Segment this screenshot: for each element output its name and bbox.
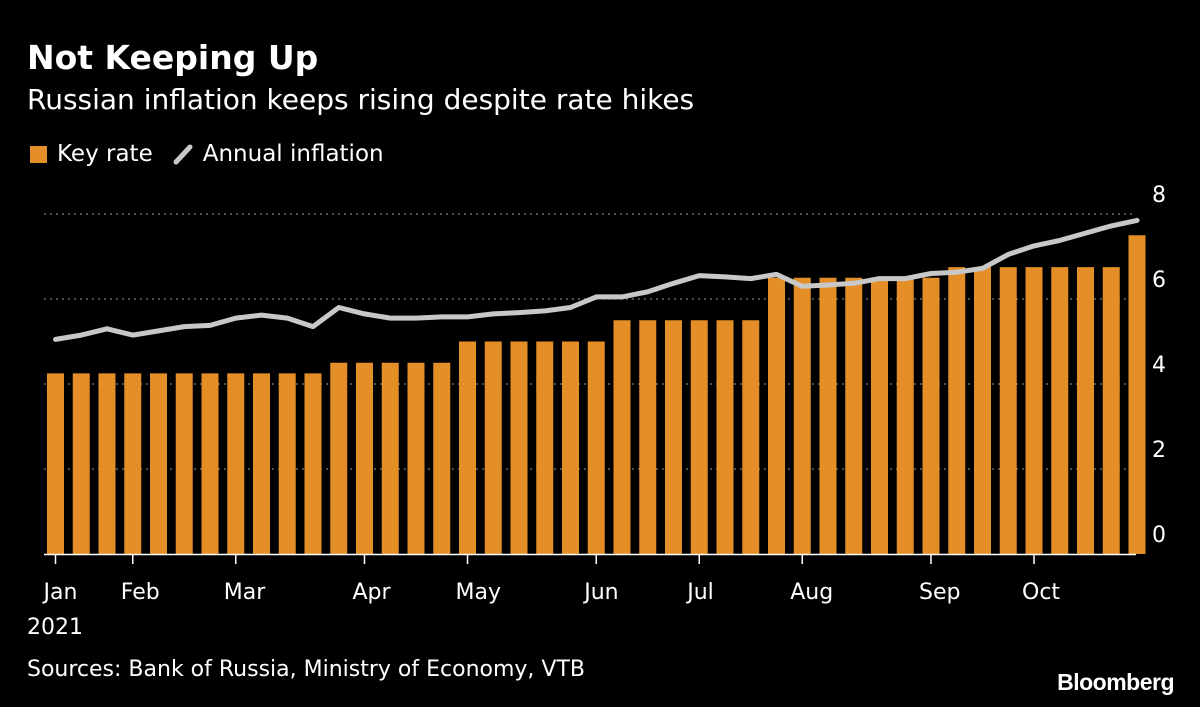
bar-key-rate: [639, 320, 657, 554]
bar-key-rate: [562, 341, 579, 554]
x-tick-label: Sep: [919, 580, 960, 605]
y-tick-label: 8: [1152, 183, 1166, 208]
bar-key-rate: [227, 373, 245, 554]
bar-key-rate: [587, 341, 605, 554]
bar-key-rate: [948, 267, 966, 554]
bar-key-rate: [278, 373, 296, 554]
bar-key-rate: [845, 277, 863, 554]
bar-key-rate: [304, 373, 322, 554]
x-tick-label: Jun: [582, 580, 618, 605]
x-tick-label: Mar: [224, 580, 266, 605]
bar-key-rate: [665, 320, 682, 554]
bar-key-rate: [871, 277, 888, 554]
bar-key-rate: [253, 373, 270, 554]
bloomberg-logo: Bloomberg: [1057, 669, 1174, 695]
x-tick-label: Aug: [790, 580, 833, 605]
line-annual-inflation: [53, 217, 1140, 342]
bar-key-rate: [716, 320, 734, 554]
bar-key-rate: [1025, 267, 1043, 554]
y-tick-label: 0: [1152, 523, 1166, 548]
bar-key-rate: [896, 277, 914, 554]
bar-key-rate: [407, 362, 425, 554]
y-tick-label: 4: [1152, 353, 1166, 378]
bar-key-rate: [201, 373, 219, 554]
source-note: Sources: Bank of Russia, Ministry of Eco…: [27, 657, 585, 682]
y-tick-label: 6: [1152, 268, 1166, 293]
bar-key-rate: [381, 362, 399, 554]
legend-label-inflation: Annual inflation: [202, 141, 384, 167]
x-tick-label: Feb: [121, 580, 160, 605]
bar-key-rate: [690, 320, 708, 554]
x-tick-label: Apr: [353, 580, 392, 605]
chart-subtitle: Russian inflation keeps rising despite r…: [27, 83, 695, 116]
x-tick-label: Oct: [1022, 580, 1060, 605]
bar-key-rate: [124, 373, 142, 554]
bar-key-rate: [793, 277, 811, 554]
x-year-label: 2021: [27, 615, 83, 640]
bar-key-rate: [536, 341, 554, 554]
x-tick-label: May: [456, 580, 501, 605]
bar-key-rate: [1128, 235, 1146, 554]
y-tick-label: 2: [1152, 438, 1166, 463]
legend-label-key-rate: Key rate: [57, 141, 153, 167]
bar-key-rate: [1077, 267, 1094, 554]
bar-key-rate: [742, 320, 760, 554]
x-tick-label: Jan: [42, 580, 78, 605]
bar-key-rate: [484, 341, 502, 554]
bar-key-rate: [819, 277, 837, 554]
bar-key-rate: [1051, 267, 1069, 554]
bar-key-rate: [98, 373, 116, 554]
bar-key-rate: [613, 320, 631, 554]
legend-swatch-key-rate: [30, 145, 47, 163]
bar-key-rate: [356, 362, 373, 554]
bar-key-rate: [150, 373, 167, 554]
bar-key-rate: [330, 362, 348, 554]
bar-key-rate: [768, 277, 785, 554]
legend-swatch-inflation: [173, 144, 193, 165]
bar-key-rate: [47, 373, 64, 554]
legend: Key rate Annual inflation: [30, 141, 384, 167]
bar-key-rate: [974, 267, 991, 554]
x-tick-label: Jul: [685, 580, 714, 605]
bar-key-rate: [175, 373, 193, 554]
chart-title: Not Keeping Up: [27, 38, 319, 77]
bar-key-rate: [433, 362, 451, 554]
bar-key-rate: [1102, 267, 1120, 554]
bar-key-rate: [72, 373, 90, 554]
bar-key-rate: [999, 267, 1017, 554]
bar-key-rate: [510, 341, 528, 554]
bar-key-rate: [459, 341, 476, 554]
bar-key-rate: [922, 277, 940, 554]
